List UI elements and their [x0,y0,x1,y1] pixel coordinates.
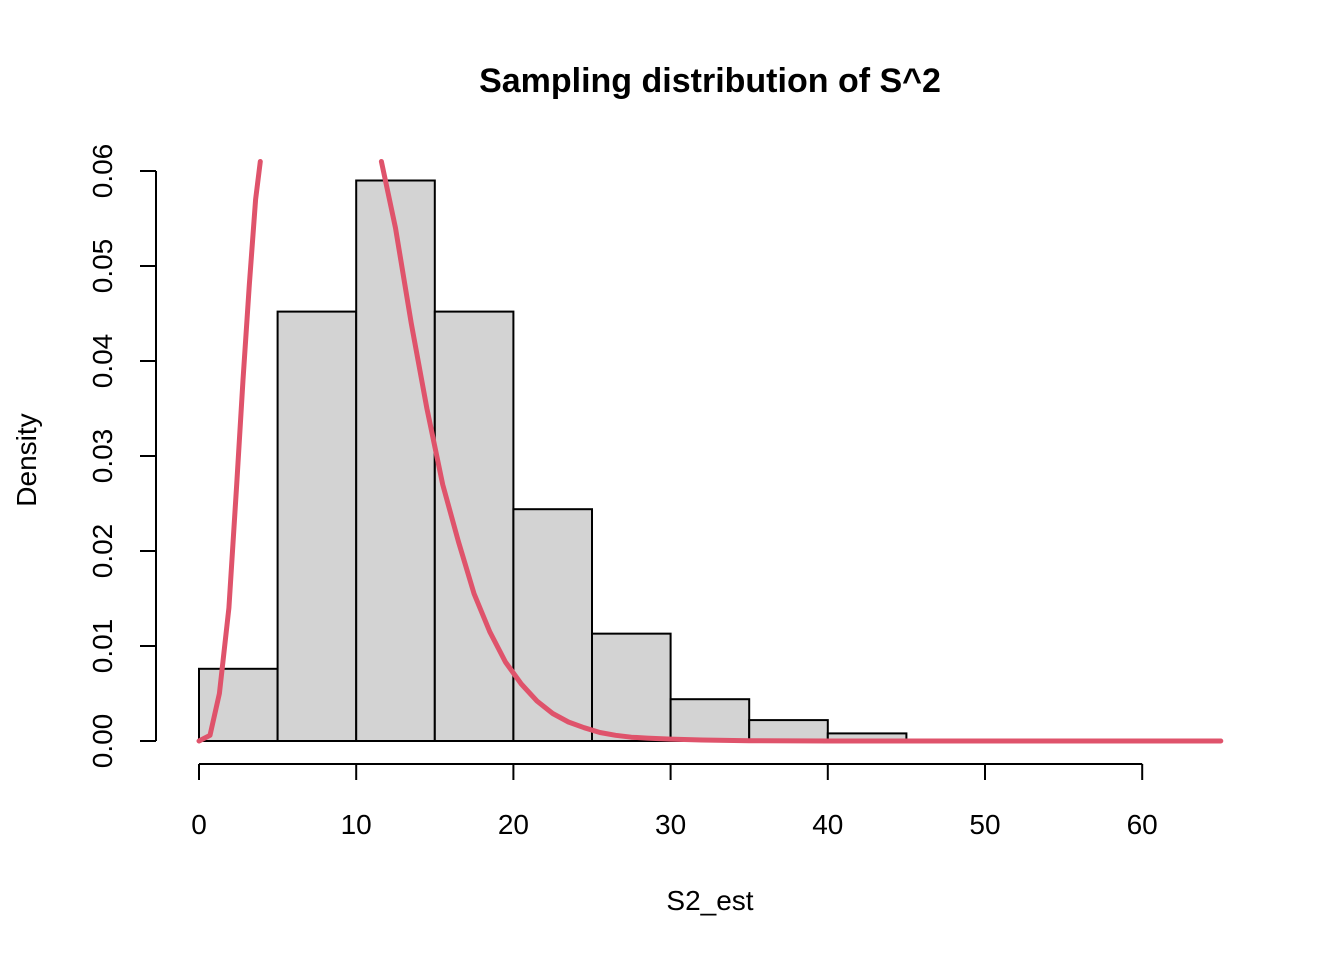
y-tick-label: 0.05 [87,239,118,294]
x-tick-label: 60 [1127,809,1158,840]
histogram-bar [355,179,436,742]
histogram-bar [669,698,751,743]
y-axis: 0.00 0.01 0.02 0.03 0.04 0.05 0.06 [87,144,157,769]
histogram-bar [276,310,358,742]
y-tick-label: 0.00 [87,714,118,769]
x-tick-label: 30 [655,809,686,840]
y-axis-label: Density [11,413,42,506]
histogram-bars [198,179,908,743]
x-axis-label: S2_est [666,885,753,916]
x-tick-label: 50 [969,809,1000,840]
y-tick-label: 0.01 [87,619,118,674]
histogram-bar [433,310,515,742]
x-tick-label: 20 [498,809,529,840]
density-curve-2 [378,159,1224,744]
density-curves [196,159,1224,744]
density-curve-1 [196,159,263,744]
histogram-bar [591,632,672,743]
x-axis: 0 10 20 30 40 50 60 [191,763,1158,840]
histogram-bar [512,508,594,743]
histogram-bar [748,719,829,742]
chart-title: Sampling distribution of S^2 [479,62,941,100]
x-tick-label: 40 [812,809,843,840]
x-tick-label: 10 [341,809,372,840]
y-tick-label: 0.03 [87,429,118,484]
y-tick-label: 0.06 [87,144,118,199]
y-tick-label: 0.02 [87,524,118,579]
x-tick-label: 0 [191,809,207,840]
y-tick-label: 0.04 [87,334,118,389]
